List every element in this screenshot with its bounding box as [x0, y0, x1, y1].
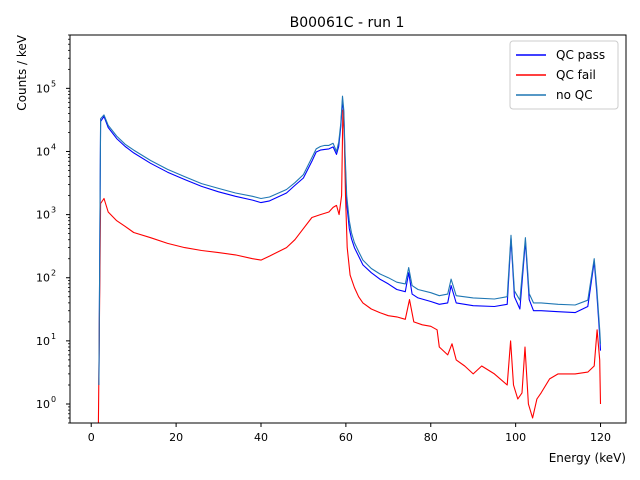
- y-tick-label: 10: [36, 145, 50, 158]
- legend-label: no QC: [556, 88, 593, 102]
- y-tick-label: 10: [36, 272, 50, 285]
- y-tick-label-exponent: 5: [51, 79, 56, 88]
- y-tick-label: 10: [36, 398, 50, 411]
- x-tick-label: 20: [169, 431, 183, 444]
- y-tick-label-exponent: 3: [51, 206, 56, 215]
- chart-title: B00061C - run 1: [290, 15, 405, 31]
- legend-frame: [509, 40, 619, 110]
- x-tick-label: 120: [590, 431, 611, 444]
- x-tick-label: 100: [505, 431, 526, 444]
- series-layer: [97, 95, 602, 423]
- y-tick-label-exponent: 0: [51, 395, 56, 404]
- x-axis-ticks: 0 20 40 60 80 100 120: [88, 423, 611, 444]
- x-axis-label: Energy (keV): [549, 451, 626, 465]
- x-tick-label: 40: [254, 431, 268, 444]
- legend-label: QC fail: [556, 68, 596, 82]
- y-tick-label: 10: [36, 335, 50, 348]
- series-line-no-qc: [98, 95, 602, 386]
- x-tick-label: 80: [424, 431, 438, 444]
- series-line-qc-pass: [98, 99, 602, 386]
- legend: QC pass QC fail no QC: [509, 40, 619, 110]
- x-tick-label: 60: [339, 431, 353, 444]
- series-line-qc-fail: [97, 109, 602, 423]
- y-tick-label: 10: [36, 82, 50, 95]
- y-tick-label-exponent: 2: [51, 269, 56, 278]
- y-tick-label: 10: [36, 209, 50, 222]
- legend-label: QC pass: [556, 48, 605, 62]
- y-tick-label-exponent: 4: [51, 142, 56, 151]
- y-axis-label: Counts / keV: [15, 34, 29, 110]
- x-tick-label: 0: [88, 431, 95, 444]
- y-tick-label-exponent: 1: [51, 332, 56, 341]
